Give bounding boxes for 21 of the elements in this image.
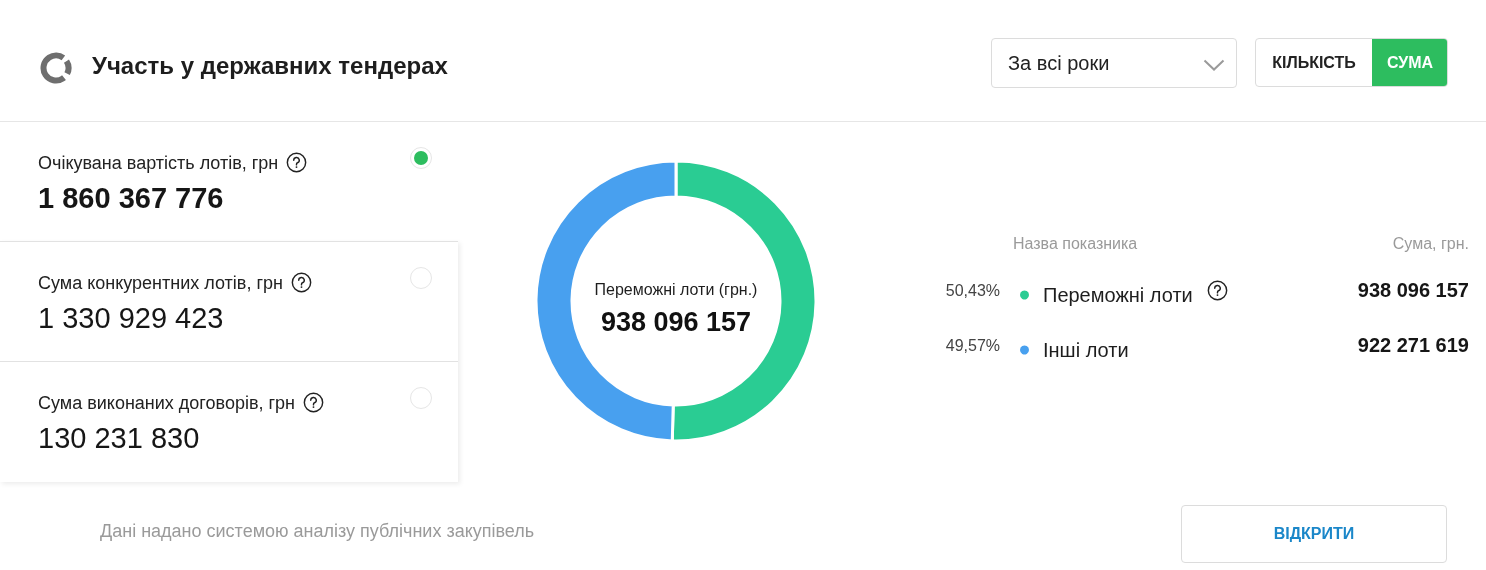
text: 130 231 830 bbox=[38, 421, 200, 455]
toggle: КІЛЬКІСТЬ СУМА bbox=[1255, 38, 1448, 87]
data-label: 938 096 157 bbox=[600, 307, 752, 337]
text: Сума конкурентних лотів, грн bbox=[38, 273, 283, 293]
text: Сума, грн. bbox=[1392, 234, 1469, 252]
text: Назва показника bbox=[1013, 234, 1138, 252]
text: 50,43% bbox=[945, 281, 1000, 299]
text: 1 330 929 423 bbox=[38, 301, 224, 335]
text: Участь у державних тендерах bbox=[92, 51, 448, 81]
text: Переможні лоти (грн.) bbox=[594, 280, 758, 298]
text: Дані надано системою аналізу публічних закупівель bbox=[100, 520, 535, 542]
button: ВІДКРИТИ bbox=[1181, 505, 1447, 563]
text: Очікувана вартість лотів, грн bbox=[38, 153, 279, 173]
text: Сума виконаних договорів, грн bbox=[38, 393, 295, 413]
dropdown: За всі роки bbox=[991, 38, 1237, 88]
text: 938 096 157 bbox=[1357, 279, 1469, 301]
legend-label: Інші лоти bbox=[1043, 339, 1129, 361]
data-label: 922 271 619 bbox=[1357, 334, 1469, 356]
text: 1 860 367 776 bbox=[38, 181, 224, 215]
legend-label: Переможні лоти bbox=[1043, 284, 1193, 306]
text: 49,57% bbox=[945, 336, 1000, 354]
